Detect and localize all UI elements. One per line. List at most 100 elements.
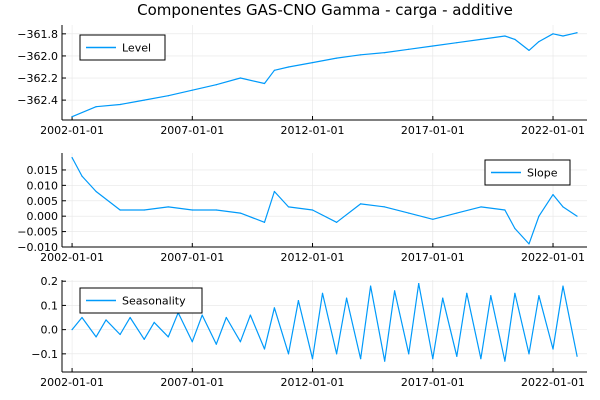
y-tick-label: 0.0 — [41, 324, 59, 337]
data-point — [215, 343, 217, 345]
data-point — [297, 299, 300, 302]
x-tick-label: 2012-01-01 — [281, 376, 345, 389]
y-tick-label: 0.010 — [27, 179, 59, 192]
y-tick-label: −0.1 — [31, 348, 58, 361]
data-point — [71, 329, 73, 331]
data-point — [345, 297, 348, 299]
data-point — [215, 209, 217, 211]
data-point — [504, 35, 506, 37]
data-point — [167, 206, 169, 208]
data-point — [239, 77, 242, 79]
x-tick-label: 2007-01-01 — [160, 124, 224, 137]
data-point — [311, 209, 314, 211]
data-point — [456, 42, 458, 44]
data-point — [143, 99, 145, 101]
data-point — [480, 206, 482, 208]
data-point — [336, 353, 338, 355]
data-point — [480, 38, 482, 40]
data-point — [504, 209, 506, 211]
data-point — [287, 66, 290, 68]
data-point — [287, 206, 290, 208]
data-point — [384, 360, 386, 362]
data-point — [480, 358, 482, 360]
y-tick-label: −361.8 — [17, 28, 58, 41]
x-tick-label: 2012-01-01 — [281, 124, 345, 137]
data-point — [119, 209, 121, 211]
data-point — [408, 48, 410, 50]
x-tick-label: 2022-01-01 — [521, 124, 585, 137]
data-point — [71, 157, 73, 159]
legend: Slope — [484, 159, 571, 186]
y-tick-label: 0.2 — [41, 275, 59, 288]
data-point — [432, 218, 434, 220]
data-point — [552, 33, 554, 35]
data-point — [408, 353, 410, 355]
data-point — [191, 89, 193, 91]
data-point — [71, 116, 73, 118]
x-tick-label: 2002-01-01 — [40, 251, 104, 264]
data-point — [249, 314, 251, 316]
y-tick-label: −0.010 — [17, 241, 58, 254]
data-point — [119, 103, 121, 106]
legend: Seasonality — [79, 287, 203, 314]
data-point — [95, 336, 97, 338]
y-tick-label: −362.0 — [17, 50, 58, 63]
data-point — [514, 292, 516, 294]
y-tick-label: 0.1 — [41, 299, 59, 312]
data-point — [394, 290, 396, 292]
legend-label: Level — [122, 42, 151, 55]
data-point — [336, 221, 338, 223]
legend-label: Slope — [527, 167, 558, 180]
data-point — [408, 212, 410, 214]
data-point — [576, 215, 578, 217]
data-point — [201, 314, 203, 316]
data-point — [456, 212, 458, 214]
data-point — [456, 355, 458, 357]
slope-panel: 2002-01-01 2007-01-01 2012-01-01 2017-01-01… — [17, 153, 587, 264]
data-point — [552, 194, 554, 196]
x-tick-label: 2007-01-01 — [160, 251, 224, 264]
data-point — [263, 82, 266, 85]
data-point — [528, 243, 530, 245]
series-line-level — [71, 32, 578, 118]
data-point — [119, 333, 121, 336]
data-point — [311, 61, 314, 64]
y-tick-label: −362.4 — [17, 94, 58, 107]
data-point — [239, 212, 242, 214]
data-point — [490, 295, 492, 297]
data-point — [143, 338, 145, 340]
figure-title: Componentes GAS-CNO Gamma - carga - addi… — [137, 1, 513, 19]
data-point — [263, 348, 266, 350]
x-tick-label: 2017-01-01 — [401, 251, 465, 264]
y-tick-label: 0.000 — [27, 210, 59, 223]
data-point — [384, 206, 386, 208]
data-point — [418, 283, 420, 285]
level-panel: 2002-01-01 2007-01-01 2012-01-01 2017-01-01… — [17, 25, 587, 137]
data-point — [384, 52, 386, 54]
data-point — [273, 307, 275, 309]
data-point — [538, 215, 540, 217]
x-tick-label: 2022-01-01 — [521, 251, 585, 264]
data-point — [143, 209, 145, 211]
data-point — [167, 336, 169, 338]
data-point — [528, 49, 530, 52]
x-tick-label: 2017-01-01 — [401, 376, 465, 389]
data-point — [273, 69, 275, 71]
data-point — [360, 203, 362, 205]
data-point — [360, 358, 362, 360]
data-point — [191, 209, 193, 211]
data-point — [514, 38, 516, 40]
y-tick-label: −362.2 — [17, 72, 58, 85]
data-point — [191, 341, 193, 343]
data-point — [514, 227, 516, 230]
data-point — [528, 353, 530, 355]
data-point — [273, 190, 275, 193]
data-point — [442, 297, 444, 299]
y-tick-label: −0.005 — [17, 226, 58, 239]
data-point — [552, 348, 554, 350]
data-point — [432, 45, 434, 47]
data-point — [576, 32, 578, 34]
data-point — [369, 285, 372, 287]
data-point — [95, 190, 97, 193]
data-point — [336, 57, 338, 59]
